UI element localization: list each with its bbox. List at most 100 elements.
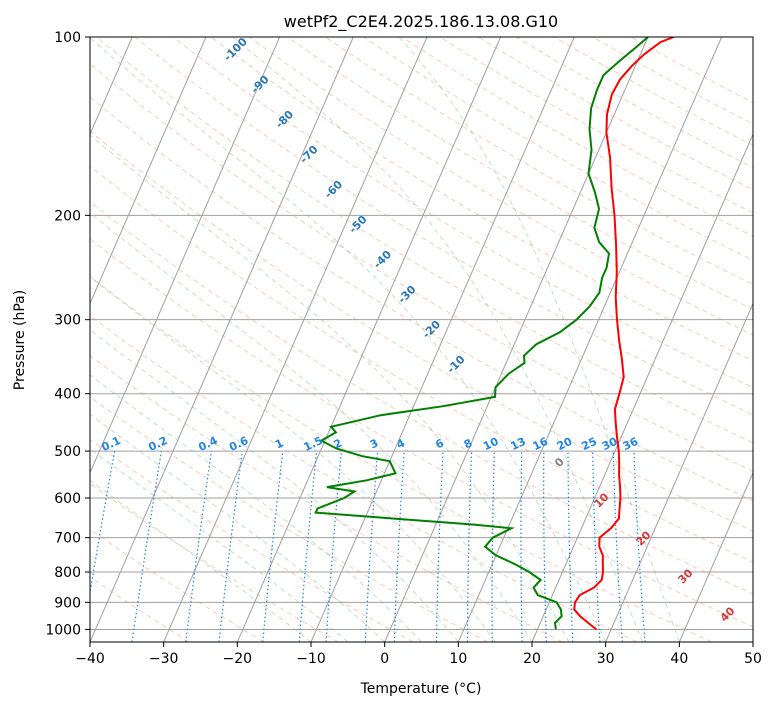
dry-adiabat-line — [172, 37, 753, 389]
y-axis-title: Pressure (hPa) — [12, 290, 28, 390]
dry-adiabat-line — [90, 201, 753, 595]
x-tick-label: 10 — [449, 651, 467, 667]
moist-adiabat-line — [398, 37, 680, 642]
mixing-ratio-line — [491, 451, 495, 642]
y-tick-label: 200 — [54, 208, 81, 224]
moist-adiabat-line — [90, 448, 349, 642]
mixing-ratio-label: 25 — [580, 435, 599, 453]
mixing-ratio-label: 36 — [621, 435, 641, 453]
adiabat-label: 10 — [592, 490, 612, 510]
x-tick-label: 0 — [380, 651, 389, 667]
isotherm-line — [752, 640, 753, 642]
x-tick-label: 50 — [744, 651, 762, 667]
isotherm-line — [310, 37, 575, 642]
dry-adiabat-line — [96, 37, 753, 444]
isotherm-line — [384, 37, 649, 642]
mixing-ratio-line — [185, 451, 213, 642]
y-tick-label: 400 — [54, 387, 81, 403]
mixing-ratio-line — [567, 451, 574, 642]
dry-adiabat-line — [90, 314, 638, 642]
mixing-ratio-line — [262, 451, 284, 642]
isotherm-line — [90, 37, 207, 305]
moist-adiabat-line — [90, 374, 422, 642]
x-tick-label: −20 — [223, 651, 253, 667]
x-tick-label: 40 — [670, 651, 688, 667]
mixing-ratio-label: 16 — [531, 435, 551, 453]
mixing-ratio-label: 20 — [555, 435, 575, 453]
x-tick-label: 20 — [523, 651, 541, 667]
adiabat-label: -80 — [273, 108, 296, 131]
adiabat-label: 40 — [718, 604, 738, 624]
mixing-ratio-line — [131, 450, 163, 642]
dry-adiabat-line — [325, 37, 753, 286]
adiabat-label: 30 — [676, 566, 696, 586]
y-tick-label: 600 — [54, 491, 81, 507]
adiabat-label: 0 — [552, 455, 567, 470]
dry-adiabat-line — [554, 37, 753, 146]
temperature-profile — [573, 37, 675, 631]
dry-adiabat-line — [90, 576, 190, 642]
dry-adiabat-line — [287, 37, 753, 310]
isotherm-line — [90, 37, 281, 474]
dry-adiabat-line — [90, 238, 753, 628]
isotherm-line — [0, 37, 59, 642]
y-tick-label: 300 — [54, 313, 81, 329]
isotherm-line — [605, 302, 753, 642]
mixing-ratio-line — [435, 451, 444, 642]
y-tick-label: 500 — [54, 444, 81, 460]
dry-adiabat-line — [90, 165, 753, 563]
y-tick-label: 700 — [54, 531, 81, 547]
x-tick-label: −10 — [296, 651, 326, 667]
mixing-ratio-label: 10 — [481, 435, 501, 453]
adiabat-label: -10 — [444, 353, 467, 376]
moist-adiabat-line — [90, 479, 312, 642]
chart-title: wetPf2_C2E4.2025.186.13.08.G10 — [284, 12, 558, 32]
y-tick-label: 800 — [54, 565, 81, 581]
moist-adiabat-line — [90, 413, 386, 642]
moist-adiabat-line — [90, 134, 570, 642]
plot-frame — [89, 36, 754, 643]
isotherm-line — [90, 37, 354, 642]
mixing-ratio-line — [325, 451, 342, 642]
dry-adiabat-line — [90, 355, 563, 642]
mixing-ratio-line — [218, 451, 243, 642]
adiabat-label: -50 — [346, 213, 369, 236]
dry-adiabat-line — [90, 528, 264, 642]
isotherm-line — [236, 37, 502, 642]
dewpoint-profile — [314, 37, 649, 630]
dry-adiabat-line — [90, 396, 488, 642]
moist-adiabat-line — [90, 37, 607, 642]
dry-adiabat-line — [90, 275, 712, 642]
dry-adiabat-line — [248, 37, 753, 336]
moist-adiabat-line — [232, 37, 643, 642]
y-tick-label: 1000 — [45, 622, 81, 638]
mixing-ratio-label: 30 — [600, 435, 620, 453]
adiabat-label: -90 — [248, 73, 271, 96]
adiabat-label: -70 — [297, 143, 320, 166]
adiabat-label: -40 — [371, 248, 394, 271]
y-tick-label: 100 — [54, 30, 81, 46]
adiabat-label: 20 — [634, 528, 654, 548]
dry-adiabat-line — [90, 130, 753, 532]
dry-adiabat-line — [90, 63, 753, 473]
dry-adiabat-line — [90, 96, 753, 502]
adiabat-label: -60 — [322, 178, 345, 201]
dry-adiabat-line — [477, 37, 753, 191]
dry-adiabat-line — [90, 483, 339, 642]
x-axis-title: Temperature (°C) — [360, 681, 482, 697]
mixing-ratio-line — [90, 450, 116, 597]
mixing-ratio-label: 6 — [433, 436, 446, 451]
x-tick-label: −30 — [149, 651, 179, 667]
y-tick-label: 900 — [54, 595, 81, 611]
moist-adiabat-line — [90, 212, 533, 642]
mixing-ratio-label: 13 — [509, 435, 528, 453]
isotherm-line — [457, 37, 723, 642]
isotherm-line — [163, 37, 428, 642]
isotherm-line — [531, 132, 753, 642]
mixing-ratio-line — [298, 451, 318, 642]
dry-adiabat-line — [210, 37, 753, 362]
isotherm-line — [678, 471, 753, 642]
adiabat-label: -100 — [221, 35, 250, 64]
mixing-ratio-line — [520, 451, 523, 642]
